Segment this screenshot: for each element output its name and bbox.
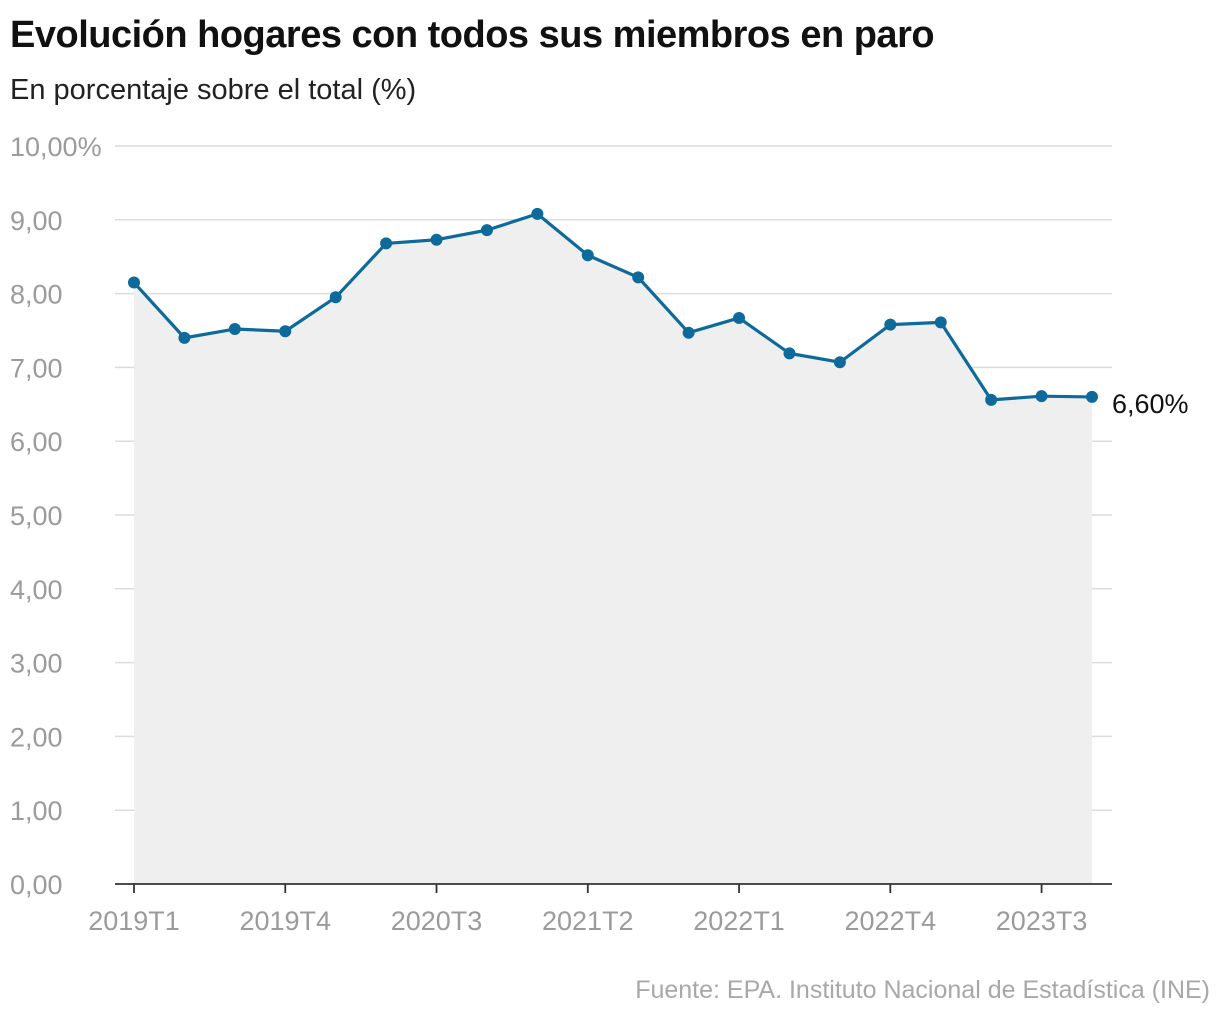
data-points <box>128 207 1098 406</box>
data-point <box>178 331 191 344</box>
data-point <box>884 318 897 331</box>
y-tick-label: 7,00 <box>10 353 63 383</box>
data-point <box>682 326 695 339</box>
x-tick-label: 2019T1 <box>88 906 180 936</box>
x-tick-label: 2019T4 <box>239 906 331 936</box>
data-point <box>531 207 544 220</box>
y-tick-label: 8,00 <box>10 280 63 310</box>
data-point <box>279 325 292 338</box>
data-point <box>1086 390 1098 403</box>
data-point <box>430 233 443 246</box>
data-point <box>128 276 140 289</box>
data-point <box>380 237 393 250</box>
end-value-label: 6,60% <box>1112 389 1189 419</box>
y-tick-label: 3,00 <box>10 649 63 679</box>
x-tick-label: 2021T2 <box>542 906 634 936</box>
data-point <box>228 323 241 336</box>
data-point <box>833 356 846 369</box>
y-tick-label: 1,00 <box>10 796 63 826</box>
data-point <box>733 311 746 324</box>
y-tick-label: 9,00 <box>10 206 63 236</box>
x-tick-label: 2020T3 <box>391 906 483 936</box>
y-tick-label: 5,00 <box>10 501 63 531</box>
data-point <box>783 347 796 360</box>
data-point <box>329 291 342 304</box>
series-line <box>132 212 1093 402</box>
y-tick-label: 4,00 <box>10 575 63 605</box>
data-point <box>581 249 594 262</box>
data-point <box>985 393 998 406</box>
y-axis-tick-labels: 0,00 1,00 2,00 3,00 4,00 5,00 6,00 7,00 8,00 9,00… <box>10 132 102 900</box>
data-point <box>934 316 947 329</box>
y-tick-label: 6,00 <box>10 427 63 457</box>
data-point <box>480 224 493 237</box>
data-point <box>632 271 645 284</box>
y-tick-label: 10,00% <box>10 132 102 162</box>
source-note: Fuente: EPA. Instituto Nacional de Estad… <box>635 976 1210 1004</box>
x-tick-label: 2022T4 <box>845 906 937 936</box>
chart-subtitle: En porcentaje sobre el total (%) <box>10 74 417 106</box>
y-tick-label: 0,00 <box>10 870 63 900</box>
x-tick-label: 2023T3 <box>996 906 1088 936</box>
area-fill <box>134 213 1092 884</box>
y-tick-label: 2,00 <box>10 722 63 752</box>
data-point <box>1035 390 1048 403</box>
chart-title: Evolución hogares con todos sus miembros… <box>10 14 935 56</box>
x-tick-label: 2022T1 <box>693 906 785 936</box>
x-axis: 2019T1 2019T4 2020T3 2021T2 2022T1 2022T4 2023… <box>88 883 1112 936</box>
